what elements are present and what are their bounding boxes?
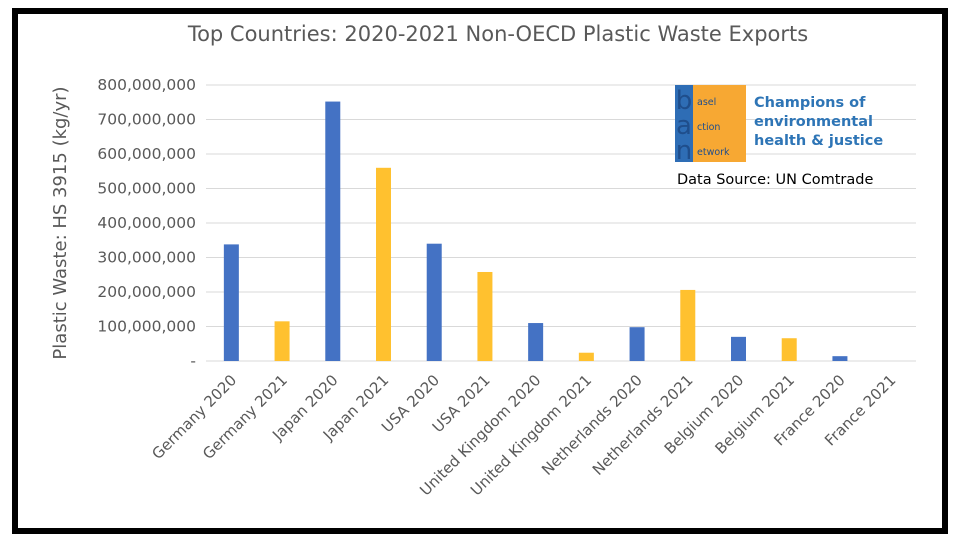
ban-logo: b a n asel ction etwork Champions of env… [675, 85, 883, 188]
y-tick-label: 700,000,000 [97, 111, 196, 129]
logo-letter-n: n [676, 136, 692, 166]
tagline-line-2: environmental [754, 114, 873, 130]
y-tick-label: 100,000,000 [97, 318, 196, 336]
y-axis-label: Plastic Waste: HS 3915 (kg/yr) [50, 86, 71, 359]
bar-germany-2021 [274, 321, 290, 361]
chart-canvas: Top Countries: 2020-2021 Non-OECD Plasti… [50, 22, 916, 499]
bar-united-kingdom-2020 [528, 323, 544, 361]
x-tick-label: Germany 2020 [148, 371, 240, 463]
logo-word-basel: asel [697, 97, 716, 108]
y-tick-label: 800,000,000 [97, 76, 196, 94]
gridlines [206, 84, 916, 362]
bar-belgium-2021 [781, 338, 797, 361]
y-tick-label: 500,000,000 [97, 180, 196, 198]
tagline-line-1: Champions of [754, 95, 866, 111]
y-tick-label: 200,000,000 [97, 283, 196, 301]
y-tick-label: 600,000,000 [97, 145, 196, 163]
y-tick-label: 400,000,000 [97, 214, 196, 232]
y-tick-label: - [190, 352, 196, 370]
bar-japan-2020 [325, 101, 341, 361]
logo-letter-a: a [676, 111, 692, 141]
y-tick-label: 300,000,000 [97, 249, 196, 267]
bar-france-2020 [832, 356, 848, 361]
bar-germany-2020 [223, 244, 239, 361]
bar-usa-2021 [477, 271, 493, 361]
bar-usa-2020 [426, 243, 442, 361]
bar-united-kingdom-2021 [578, 352, 594, 361]
bars [223, 101, 848, 361]
logo-word-network: etwork [697, 147, 730, 158]
chart-frame: Top Countries: 2020-2021 Non-OECD Plasti… [12, 8, 948, 534]
tagline-line-3: health & justice [754, 133, 883, 149]
bar-netherlands-2021 [680, 289, 696, 361]
bar-japan-2021 [376, 167, 391, 361]
data-source-note: Data Source: UN Comtrade [677, 172, 873, 188]
y-axis-ticks: - 100,000,000 200,000,000 300,000,000 400,00… [97, 76, 196, 370]
logo-blue-strip [675, 85, 693, 162]
chart-title: Top Countries: 2020-2021 Non-OECD Plasti… [187, 22, 808, 46]
logo-word-action: ction [697, 122, 720, 133]
bar-netherlands-2020 [629, 327, 645, 361]
logo-letter-b: b [676, 86, 693, 116]
bar-belgium-2020 [731, 336, 746, 361]
